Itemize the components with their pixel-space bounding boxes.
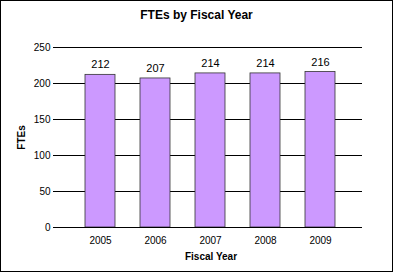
svg-text:214: 214 [201, 57, 219, 69]
svg-text:212: 212 [91, 58, 109, 70]
svg-text:Fiscal Year: Fiscal Year [185, 251, 237, 262]
svg-text:2009: 2009 [309, 235, 332, 246]
svg-text:50: 50 [39, 186, 51, 197]
svg-text:150: 150 [34, 114, 51, 125]
svg-text:214: 214 [256, 57, 274, 69]
svg-text:2007: 2007 [199, 235, 222, 246]
svg-text:2006: 2006 [144, 235, 167, 246]
svg-text:0: 0 [45, 222, 51, 233]
svg-text:216: 216 [311, 56, 329, 68]
svg-text:200: 200 [34, 78, 51, 89]
svg-text:250: 250 [34, 42, 51, 53]
svg-text:100: 100 [34, 150, 51, 161]
html-text:FTEs by Fiscal Year: FTEs by Fiscal Year [140, 8, 253, 22]
svg-text:207: 207 [146, 62, 164, 74]
svg-text:2005: 2005 [89, 235, 112, 246]
svg-text:FTEs: FTEs [16, 125, 27, 150]
svg-text:2008: 2008 [254, 235, 277, 246]
